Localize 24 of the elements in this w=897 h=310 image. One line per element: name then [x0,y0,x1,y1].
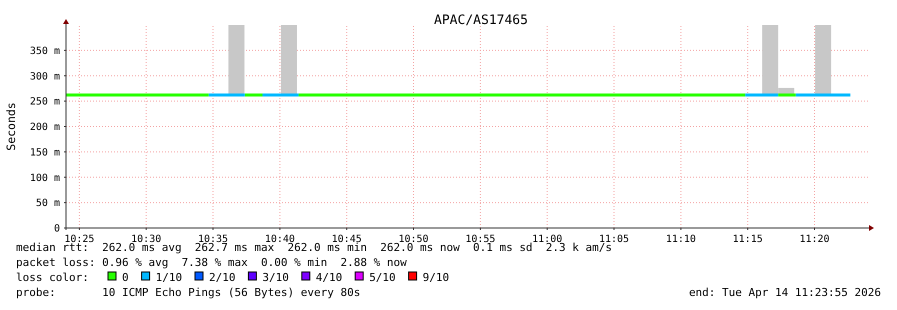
y-tick-label: 100 m [30,172,60,184]
y-tick-label: 150 m [30,147,60,158]
legend-label: 3/10 [262,271,289,284]
legend-label: 9/10 [422,271,450,284]
legend-label: 1/10 [156,271,182,284]
chart-title: APAC/AS17465 [434,13,528,28]
text: probe: 10 ICMP Echo Pings (56 Bytes) every 80s [16,286,360,299]
y-tick-label: 350 m [30,46,60,57]
legend-label: 5/10 [369,271,396,284]
text: packet loss: 0.96 % avg 7.38 % max 0.00 % min 2.88 % now [16,256,408,269]
x-tick-label: 11:20 [799,234,830,245]
legend-label: 0 [122,271,129,284]
legend-title: loss color: [16,271,89,284]
text: end: Tue Apr 14 11:23:55 2026 [688,286,881,299]
legend-label: 4/10 [316,271,342,284]
x-tick-label: 11:10 [666,234,696,245]
y-tick-label: 0 [54,224,60,234]
x-tick-label: 11:15 [732,234,763,245]
y-tick-label: 200 m [30,122,60,133]
y-tick-label: 300 m [30,71,60,82]
y-tick-label: 250 m [30,96,60,108]
legend-label: 2/10 [209,271,236,284]
y-axis-title: Seconds [4,102,18,151]
y-tick-label: 50 m [36,198,60,210]
